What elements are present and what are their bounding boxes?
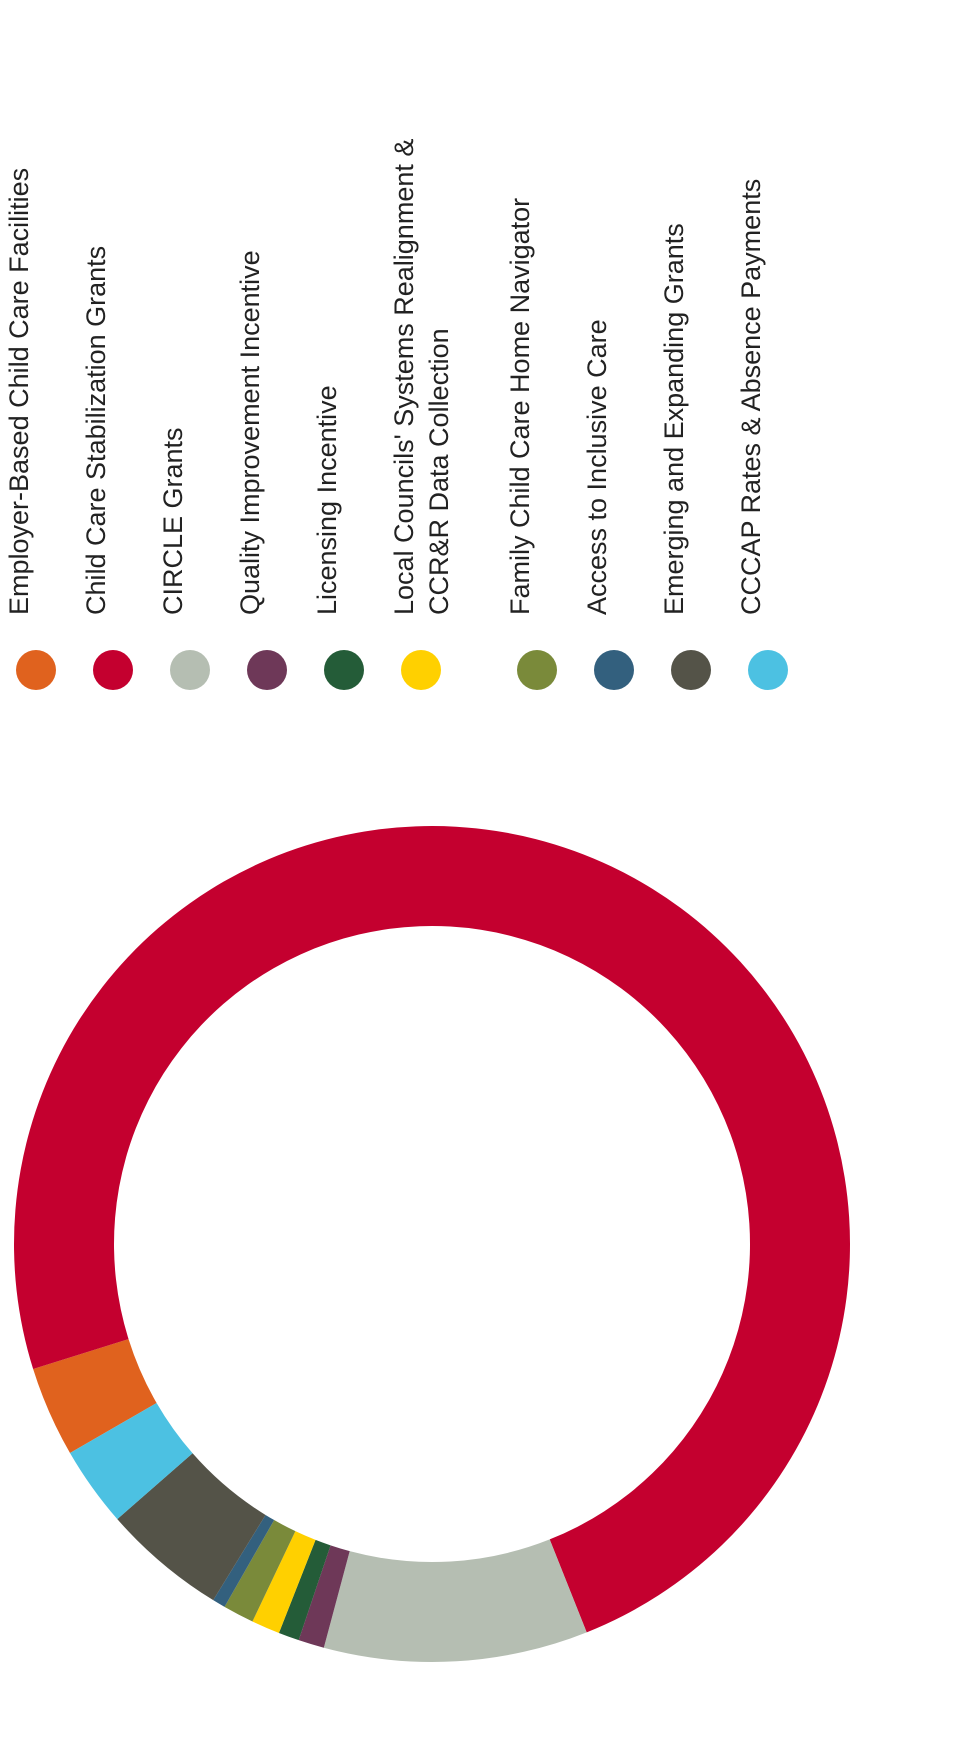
legend-label: Child Care Stabilization Grants <box>81 245 111 615</box>
donut-slice-4 <box>298 1545 350 1648</box>
donut-slice-8 <box>213 1514 275 1607</box>
legend-swatch <box>594 650 634 690</box>
donut-slice-7 <box>224 1520 296 1622</box>
legend-label: Emerging and Expanding Grants <box>659 223 689 615</box>
legend-swatch <box>170 650 210 690</box>
legend-label: Family Child Care Home Navigator <box>505 197 535 615</box>
legend-swatch <box>748 650 788 690</box>
legend-swatch <box>517 650 557 690</box>
legend-label: Access to Inclusive Care <box>582 319 612 615</box>
legend-swatch <box>93 650 133 690</box>
donut-slice-9 <box>117 1453 266 1601</box>
donut-slice-5 <box>278 1539 331 1641</box>
legend-swatch <box>401 650 441 690</box>
donut-slice-1 <box>33 1339 157 1453</box>
legend-label: CIRCLE Grants <box>158 427 188 615</box>
legend-swatch <box>247 650 287 690</box>
legend-label: Licensing Incentive <box>312 385 342 615</box>
legend-label: Quality Improvement Incentive <box>235 250 265 615</box>
legend-swatch <box>16 650 56 690</box>
donut-slice-3 <box>323 1539 587 1662</box>
donut-slice-6 <box>252 1531 316 1633</box>
donut-slice-10 <box>70 1403 193 1520</box>
legend-swatch <box>671 650 711 690</box>
legend-label: Local Councils' Systems Realignment & CCR… <box>389 138 454 615</box>
legend-label: CCCAP Rates & Absence Payments <box>736 178 766 615</box>
legend-swatch <box>324 650 364 690</box>
legend-label: Employer-Based Child Care Facilities <box>4 167 34 615</box>
